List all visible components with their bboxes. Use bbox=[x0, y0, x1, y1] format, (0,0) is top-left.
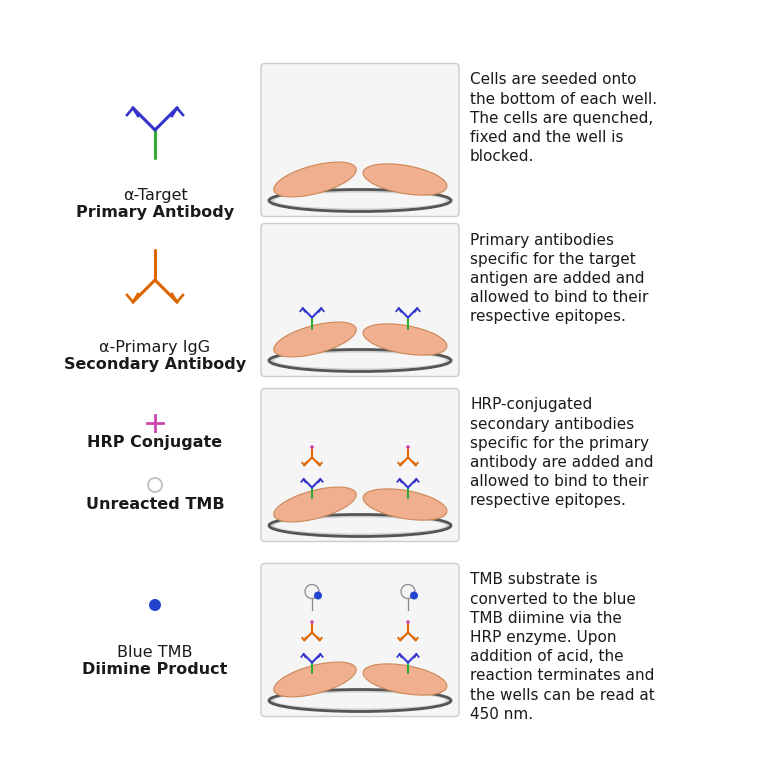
Text: α-Primary IgG: α-Primary IgG bbox=[99, 340, 211, 355]
Circle shape bbox=[149, 599, 161, 611]
Circle shape bbox=[410, 591, 418, 600]
Text: Cells are seeded onto
the bottom of each well.
The cells are quenched,
fixed and: Cells are seeded onto the bottom of each… bbox=[470, 73, 657, 164]
Ellipse shape bbox=[274, 517, 446, 533]
Ellipse shape bbox=[274, 162, 356, 197]
Ellipse shape bbox=[274, 487, 356, 522]
FancyBboxPatch shape bbox=[261, 389, 459, 542]
Ellipse shape bbox=[274, 193, 446, 209]
FancyBboxPatch shape bbox=[261, 63, 459, 216]
Text: Blue TMB: Blue TMB bbox=[117, 645, 193, 660]
Text: Unreacted TMB: Unreacted TMB bbox=[86, 497, 225, 512]
Circle shape bbox=[314, 591, 322, 600]
Text: Primary antibodies
specific for the target
antigen are added and
allowed to bind: Primary antibodies specific for the targ… bbox=[470, 232, 649, 324]
Text: Primary Antibody: Primary Antibody bbox=[76, 205, 234, 220]
Text: Diimine Product: Diimine Product bbox=[83, 662, 228, 677]
Text: α-Target: α-Target bbox=[123, 188, 187, 203]
Text: TMB substrate is
converted to the blue
TMB diimine via the
HRP enzyme. Upon
addi: TMB substrate is converted to the blue T… bbox=[470, 572, 655, 722]
Ellipse shape bbox=[363, 664, 447, 695]
Ellipse shape bbox=[274, 322, 356, 357]
Text: Secondary Antibody: Secondary Antibody bbox=[64, 357, 246, 372]
Ellipse shape bbox=[363, 489, 447, 520]
FancyBboxPatch shape bbox=[261, 564, 459, 717]
Ellipse shape bbox=[269, 514, 451, 536]
Text: HRP Conjugate: HRP Conjugate bbox=[87, 435, 222, 450]
Ellipse shape bbox=[269, 689, 451, 711]
Ellipse shape bbox=[269, 189, 451, 212]
Ellipse shape bbox=[363, 163, 447, 195]
FancyBboxPatch shape bbox=[261, 224, 459, 377]
Ellipse shape bbox=[274, 662, 356, 697]
Ellipse shape bbox=[363, 324, 447, 355]
Text: HRP-conjugated
secondary antibodies
specific for the primary
antibody are added : HRP-conjugated secondary antibodies spec… bbox=[470, 397, 653, 509]
Ellipse shape bbox=[274, 692, 446, 708]
Ellipse shape bbox=[274, 352, 446, 368]
Ellipse shape bbox=[269, 349, 451, 371]
